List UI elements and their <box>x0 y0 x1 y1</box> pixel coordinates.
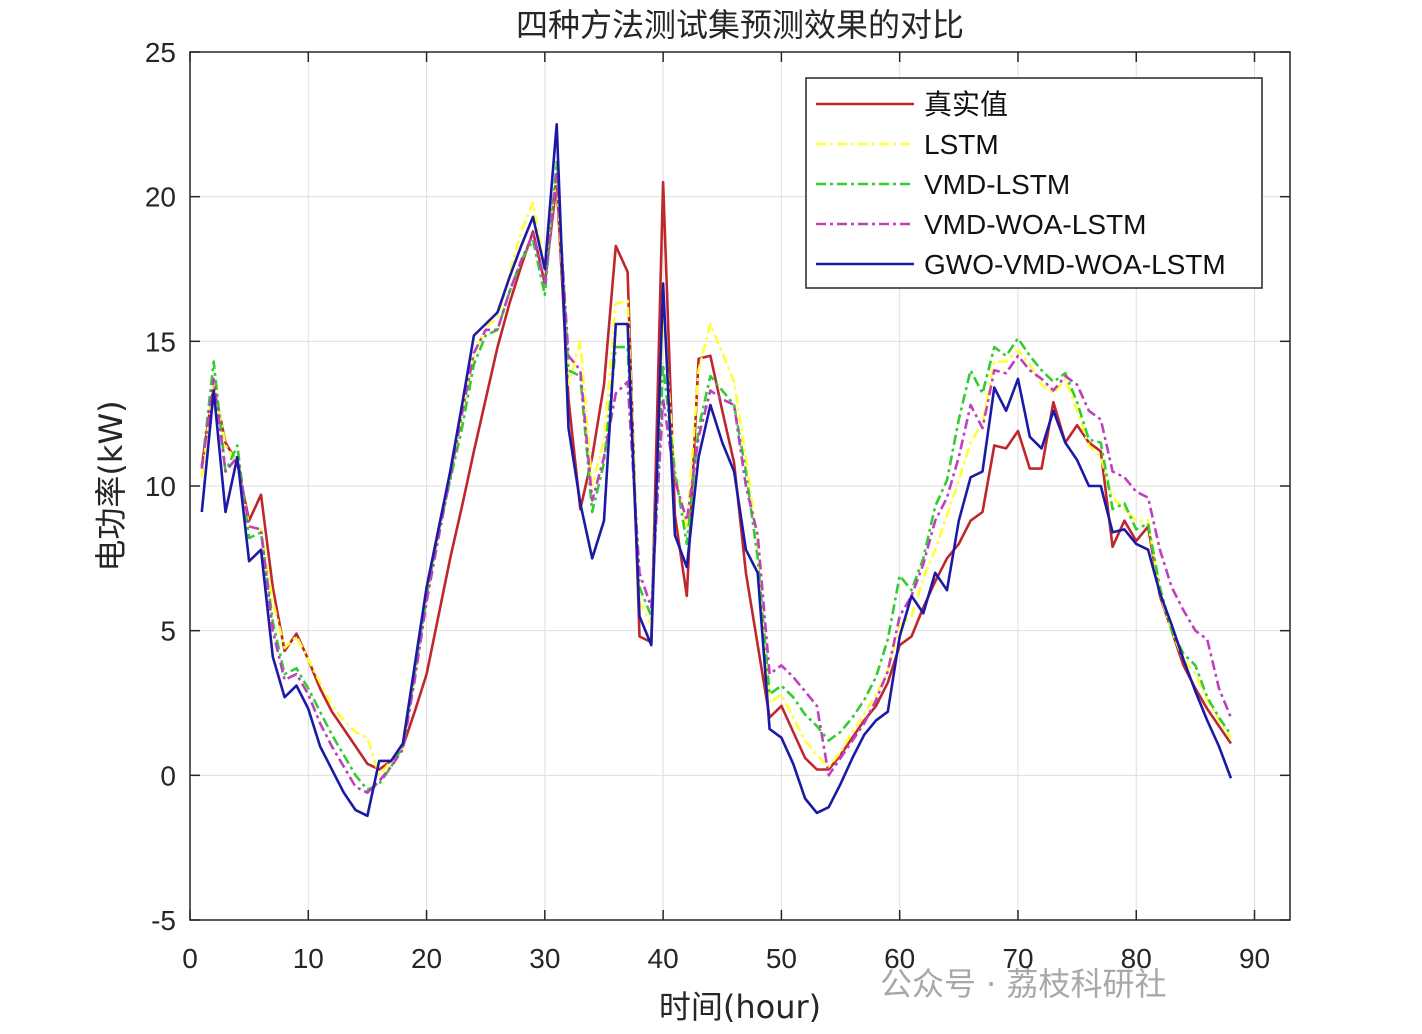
watermark: 公众号 · 荔枝科研社 <box>880 965 1167 1003</box>
legend-label: VMD-LSTM <box>924 169 1070 200</box>
x-tick-label: 10 <box>293 943 324 974</box>
y-tick-label: -5 <box>151 905 176 936</box>
series-line-lstm <box>200 172 1232 777</box>
y-tick-label: 0 <box>160 760 176 791</box>
x-tick-label: 40 <box>648 943 679 974</box>
legend-label: GWO-VMD-WOA-LSTM <box>924 249 1226 280</box>
x-tick-label: 50 <box>766 943 797 974</box>
x-tick-label: 70 <box>1002 943 1033 974</box>
series-lines <box>200 123 1233 818</box>
y-tick-label: 10 <box>145 471 176 502</box>
legend-label: VMD-WOA-LSTM <box>924 209 1146 240</box>
legend-label: 真实值 <box>924 89 1008 120</box>
legend-label: LSTM <box>924 129 999 160</box>
x-tick-label: 30 <box>529 943 560 974</box>
y-tick-label: 15 <box>145 326 176 357</box>
legend: 真实值 LSTM VMD-LSTM VMD-WOA-LSTM GWO-VMD-WOA-L… <box>805 77 1263 289</box>
y-tick-label: 5 <box>160 616 176 647</box>
chart-title: 四种方法测试集预测效果的对比 <box>516 6 964 44</box>
x-tick-label: 20 <box>411 943 442 974</box>
y-axis-label: 电功率(kW) <box>92 400 130 571</box>
y-tick-label: 20 <box>145 182 176 213</box>
x-tick-label: 80 <box>1121 943 1152 974</box>
x-tick-label: 60 <box>884 943 915 974</box>
y-tick-label: 25 <box>145 37 176 68</box>
x-tick-label: 0 <box>182 943 198 974</box>
series-line-gwo-vmd-woa-lstm <box>200 123 1233 818</box>
x-axis-label: 时间(hour) <box>659 988 821 1026</box>
x-tick-label: 90 <box>1239 943 1270 974</box>
